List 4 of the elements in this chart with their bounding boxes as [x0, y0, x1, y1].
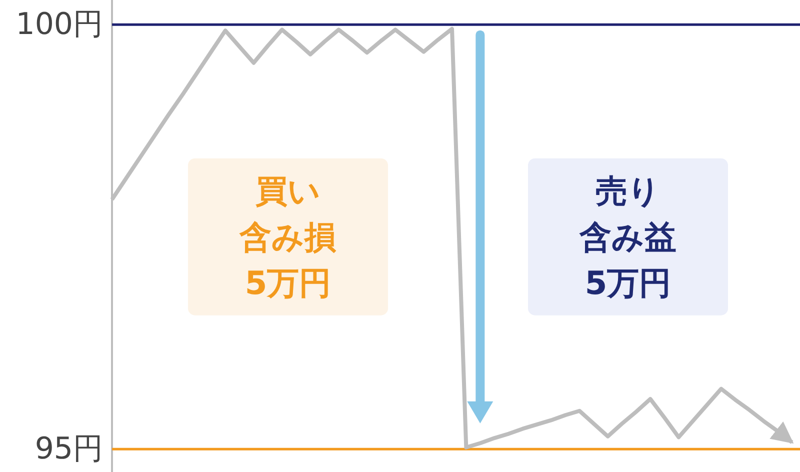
y-tick-label: 95円 [34, 432, 103, 467]
annotation: 売り含み益5万円 [578, 172, 676, 302]
annotation: 買い含み損5万円 [238, 172, 336, 302]
y-tick-label: 100円 [16, 7, 103, 42]
